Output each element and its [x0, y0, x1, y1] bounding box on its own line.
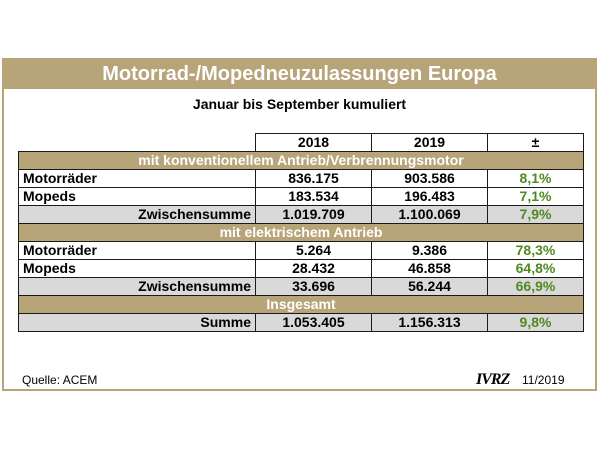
value-2018: 183.534 [255, 187, 372, 206]
value-2019: 56.244 [371, 277, 488, 296]
row-label: Zwischensumme [18, 205, 256, 224]
total-row: Summe 1.053.405 1.156.313 9,8% [18, 313, 584, 332]
table-row: Mopeds 183.534 196.483 7,1% [18, 187, 584, 206]
header-blank-cell [18, 133, 256, 152]
subtotal-row: Zwischensumme 33.696 56.244 66,9% [18, 277, 584, 296]
table-header-row: 2018 2019 ± [18, 133, 584, 152]
value-2018: 1.019.709 [255, 205, 372, 224]
change-value: 66,9% [487, 277, 584, 296]
section-heading: mit konventionellem Antrieb/Verbrennungs… [18, 151, 584, 170]
change-value: 78,3% [487, 241, 584, 260]
section-heading: Insgesamt [18, 295, 584, 314]
row-label: Mopeds [18, 259, 256, 278]
source-note: Quelle: ACEM [22, 373, 98, 387]
change-value: 7,9% [487, 205, 584, 224]
value-2019: 196.483 [371, 187, 488, 206]
value-2018: 836.175 [255, 169, 372, 188]
table-frame: Motorrad-/Mopedneuzulassungen Europa Jan… [2, 58, 597, 391]
section-heading-row: mit konventionellem Antrieb/Verbrennungs… [18, 151, 584, 170]
table-row: Motorräder 5.264 9.386 78,3% [18, 241, 584, 260]
page-title: Motorrad-/Mopedneuzulassungen Europa [4, 60, 595, 89]
column-header-2019: 2019 [371, 133, 488, 152]
change-value: 8,1% [487, 169, 584, 188]
page-subtitle: Januar bis September kumuliert [192, 96, 407, 112]
table-row: Mopeds 28.432 46.858 64,8% [18, 259, 584, 278]
value-2018: 33.696 [255, 277, 372, 296]
value-2019: 1.156.313 [371, 313, 488, 332]
value-2018: 1.053.405 [255, 313, 372, 332]
value-2018: 5.264 [255, 241, 372, 260]
column-header-change: ± [487, 133, 584, 152]
row-label: Zwischensumme [18, 277, 256, 296]
section-heading-row: mit elektrischem Antrieb [18, 223, 584, 242]
column-header-2018: 2018 [255, 133, 372, 152]
value-2019: 1.100.069 [371, 205, 488, 224]
value-2019: 9.386 [371, 241, 488, 260]
section-heading-row: Insgesamt [18, 295, 584, 314]
change-value: 64,8% [487, 259, 584, 278]
subtotal-row: Zwischensumme 1.019.709 1.100.069 7,9% [18, 205, 584, 224]
row-label: Motorräder [18, 241, 256, 260]
section-heading: mit elektrischem Antrieb [18, 223, 584, 242]
value-2018: 28.432 [255, 259, 372, 278]
registrations-table: 2018 2019 ± mit konventionellem Antrieb/… [18, 133, 584, 332]
row-label: Summe [18, 313, 256, 332]
value-2019: 46.858 [371, 259, 488, 278]
issue-date: 11/2019 [522, 373, 565, 387]
change-value: 7,1% [487, 187, 584, 206]
publisher-logo: IVRZ [476, 371, 510, 388]
row-label: Motorräder [18, 169, 256, 188]
row-label: Mopeds [18, 187, 256, 206]
table-row: Motorräder 836.175 903.586 8,1% [18, 169, 584, 188]
change-value: 9,8% [487, 313, 584, 332]
value-2019: 903.586 [371, 169, 488, 188]
